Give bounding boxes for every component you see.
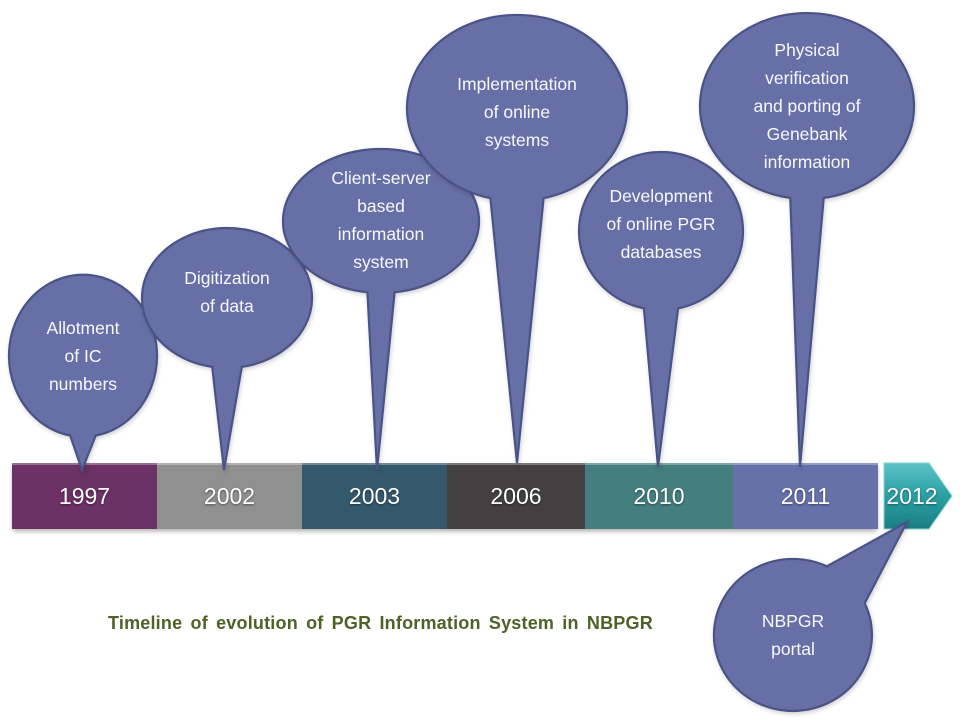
balloon-text-line: verification <box>765 68 849 88</box>
balloon-text-line: Physical <box>774 40 840 60</box>
balloon-text-line: Implementation <box>457 74 577 94</box>
balloon-text-line: Client-server <box>331 168 431 188</box>
timeline-segment-2010: 2010 <box>585 463 733 529</box>
balloon-label-nbpgr-portal: NBPGR portal <box>738 607 848 663</box>
balloon-implementation-online <box>405 13 629 464</box>
timeline-segment-1997: 1997 <box>12 463 157 529</box>
balloon-text-line: databases <box>620 242 702 262</box>
balloon-text-line: NBPGR <box>761 611 825 631</box>
year-label: 2010 <box>633 482 685 509</box>
year-label: 2006 <box>490 482 542 509</box>
balloon-text-line: of online PGR <box>606 214 716 234</box>
balloon-text-line: of online <box>483 102 551 122</box>
balloon-label-allotment: Allotment of IC numbers <box>28 314 138 398</box>
balloon-text-line: Development <box>609 186 713 206</box>
balloon-text-line: and porting of <box>753 96 861 116</box>
balloon-physical-verification <box>698 12 916 468</box>
year-label: 2003 <box>348 482 401 509</box>
year-label-2012: 2012 <box>886 482 938 509</box>
balloon-client-server-system <box>281 147 481 471</box>
year-label: 1997 <box>58 482 111 509</box>
balloon-label-implementation: Implementation of online systems <box>432 70 602 154</box>
balloon-text-line: Digitization <box>184 268 270 288</box>
balloon-text-line: of IC <box>64 346 102 366</box>
balloon-text-line: based <box>357 196 405 216</box>
balloon-text-line: of data <box>200 296 254 316</box>
balloon-digitization-of-data <box>140 226 314 471</box>
timeline-segment-2002: 2002 <box>157 463 302 529</box>
balloon-text-line: system <box>353 252 409 272</box>
balloon-nbpgr-portal <box>712 519 910 712</box>
timeline-segment-2006: 2006 <box>447 463 585 529</box>
balloon-label-digitization: Digitization of data <box>162 264 292 320</box>
balloon-text-line: systems <box>484 130 550 150</box>
balloon-allotment-of-ic-numbers <box>7 273 159 474</box>
year-label: 2011 <box>780 482 831 509</box>
balloon-text-line: information <box>763 152 851 172</box>
balloon-text-line: information <box>337 224 425 244</box>
balloon-development-pgr-databases <box>577 150 745 468</box>
balloon-label-client-server: Client-server based information system <box>306 164 456 276</box>
timeline-bar: 1997 2002 2003 2006 2010 2011 <box>12 463 878 529</box>
timeline-segment-2003: 2003 <box>302 463 447 529</box>
year-label: 2002 <box>203 482 256 509</box>
timeline-arrow-2012 <box>883 462 953 530</box>
diagram-caption: Timeline of evolution of PGR Information… <box>108 613 653 633</box>
balloon-text-line: numbers <box>48 374 118 394</box>
balloon-label-physical-verification: Physical verification and porting of Gen… <box>730 36 885 176</box>
balloon-text-line: Allotment <box>46 318 120 338</box>
balloon-text-line: portal <box>771 639 815 659</box>
timeline-segment-2011: 2011 <box>733 463 878 529</box>
balloon-label-development: Development of online PGR databases <box>581 182 741 266</box>
balloon-text-line: Genebank <box>766 124 848 144</box>
